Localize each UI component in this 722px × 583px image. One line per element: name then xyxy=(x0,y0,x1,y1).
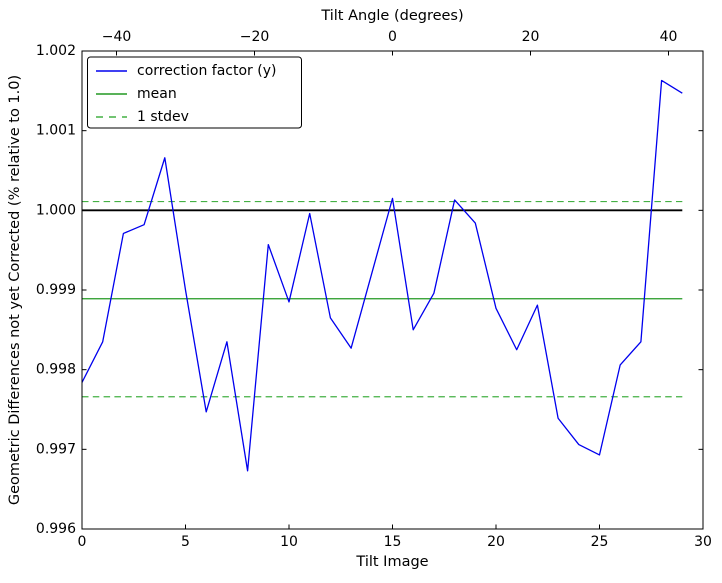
y-tick-label: 1.000 xyxy=(36,202,76,218)
x-tick-label: 20 xyxy=(487,534,505,550)
top-tick-label: −40 xyxy=(102,29,132,45)
top-tick-label: 40 xyxy=(660,29,678,45)
x-axis-label: Tilt Image xyxy=(355,554,428,570)
x-tick-label: 30 xyxy=(694,534,712,550)
y-tick-label: 0.999 xyxy=(36,282,76,298)
top-tick-label: 0 xyxy=(388,29,397,45)
y-tick-label: 1.002 xyxy=(36,43,76,59)
legend-label-stdev: 1 stdev xyxy=(137,109,189,125)
top-tick-label: 20 xyxy=(522,29,540,45)
x-tick-label: 10 xyxy=(280,534,298,550)
y-tick-label: 1.001 xyxy=(36,123,76,139)
legend-label-mean: mean xyxy=(137,86,177,102)
y-tick-label: 0.996 xyxy=(36,521,76,537)
x-tick-label: 25 xyxy=(591,534,609,550)
top-axis-title: Tilt Angle (degrees) xyxy=(320,8,463,24)
legend: correction factor (y) mean 1 stdev xyxy=(87,56,302,129)
reference-lines xyxy=(82,200,683,398)
y-tick-label: 0.997 xyxy=(36,441,76,457)
top-tick-label: −20 xyxy=(240,29,270,45)
legend-label-correction-factor: correction factor (y) xyxy=(137,63,276,79)
legend-box xyxy=(87,56,302,129)
y-axis-label: Geometric Differences not yet Corrected … xyxy=(7,75,23,505)
axis-ticks: 0 5 10 15 20 25 30 −40 −20 0 20 40 0.996 0.997 0.998 0.… xyxy=(36,29,712,550)
x-tick-label: 0 xyxy=(78,534,87,550)
x-tick-label: 5 xyxy=(181,534,190,550)
correction-factor-line xyxy=(81,79,683,472)
y-tick-label: 0.998 xyxy=(36,362,76,378)
x-tick-label: 15 xyxy=(384,534,402,550)
